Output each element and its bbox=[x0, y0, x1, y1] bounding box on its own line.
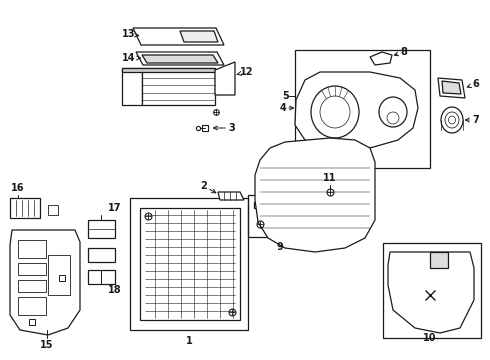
Bar bbox=[18, 263, 46, 275]
Polygon shape bbox=[295, 72, 418, 148]
Text: 6: 6 bbox=[467, 79, 479, 89]
Text: 10: 10 bbox=[423, 333, 437, 343]
Text: 4: 4 bbox=[279, 103, 294, 113]
Text: 3: 3 bbox=[214, 123, 235, 133]
Polygon shape bbox=[122, 68, 142, 105]
Polygon shape bbox=[140, 208, 240, 320]
Bar bbox=[248, 195, 313, 237]
Ellipse shape bbox=[441, 107, 463, 133]
Bar bbox=[130, 198, 248, 330]
Text: 16: 16 bbox=[11, 183, 25, 193]
Polygon shape bbox=[370, 52, 392, 65]
Text: 13: 13 bbox=[122, 29, 139, 39]
Bar bbox=[48, 255, 70, 295]
Text: 7: 7 bbox=[466, 115, 479, 125]
Polygon shape bbox=[180, 31, 218, 42]
Ellipse shape bbox=[445, 112, 459, 128]
Bar bbox=[48, 205, 58, 215]
Bar bbox=[18, 297, 46, 315]
Polygon shape bbox=[88, 248, 115, 262]
Text: 2: 2 bbox=[200, 181, 216, 193]
Text: 5: 5 bbox=[282, 91, 289, 101]
Polygon shape bbox=[122, 68, 215, 72]
Polygon shape bbox=[442, 81, 461, 94]
Text: 9: 9 bbox=[277, 242, 283, 252]
Text: 14: 14 bbox=[122, 53, 141, 63]
Bar bbox=[18, 240, 46, 258]
Text: 15: 15 bbox=[40, 340, 54, 350]
Polygon shape bbox=[133, 28, 224, 45]
Text: 1: 1 bbox=[186, 336, 193, 346]
Text: 12: 12 bbox=[237, 67, 253, 77]
Polygon shape bbox=[388, 252, 474, 333]
Text: 18: 18 bbox=[108, 285, 122, 295]
Bar bbox=[295, 50, 430, 168]
Polygon shape bbox=[136, 52, 224, 65]
Text: 8: 8 bbox=[394, 47, 407, 57]
Bar bbox=[383, 243, 481, 338]
Polygon shape bbox=[88, 270, 115, 284]
Polygon shape bbox=[255, 138, 375, 252]
Text: 17: 17 bbox=[108, 203, 122, 213]
Ellipse shape bbox=[379, 97, 407, 127]
Polygon shape bbox=[218, 192, 244, 200]
Polygon shape bbox=[430, 252, 448, 268]
Ellipse shape bbox=[311, 86, 359, 138]
Bar bbox=[18, 280, 46, 292]
Polygon shape bbox=[88, 220, 115, 238]
Ellipse shape bbox=[448, 116, 456, 124]
Polygon shape bbox=[215, 62, 235, 95]
Polygon shape bbox=[10, 230, 80, 335]
Polygon shape bbox=[258, 208, 282, 212]
Text: 11: 11 bbox=[323, 173, 337, 183]
Polygon shape bbox=[10, 198, 40, 218]
Polygon shape bbox=[142, 68, 215, 105]
Ellipse shape bbox=[320, 96, 350, 128]
Circle shape bbox=[387, 112, 399, 124]
Polygon shape bbox=[254, 202, 285, 208]
Polygon shape bbox=[438, 78, 465, 98]
Polygon shape bbox=[142, 55, 218, 63]
